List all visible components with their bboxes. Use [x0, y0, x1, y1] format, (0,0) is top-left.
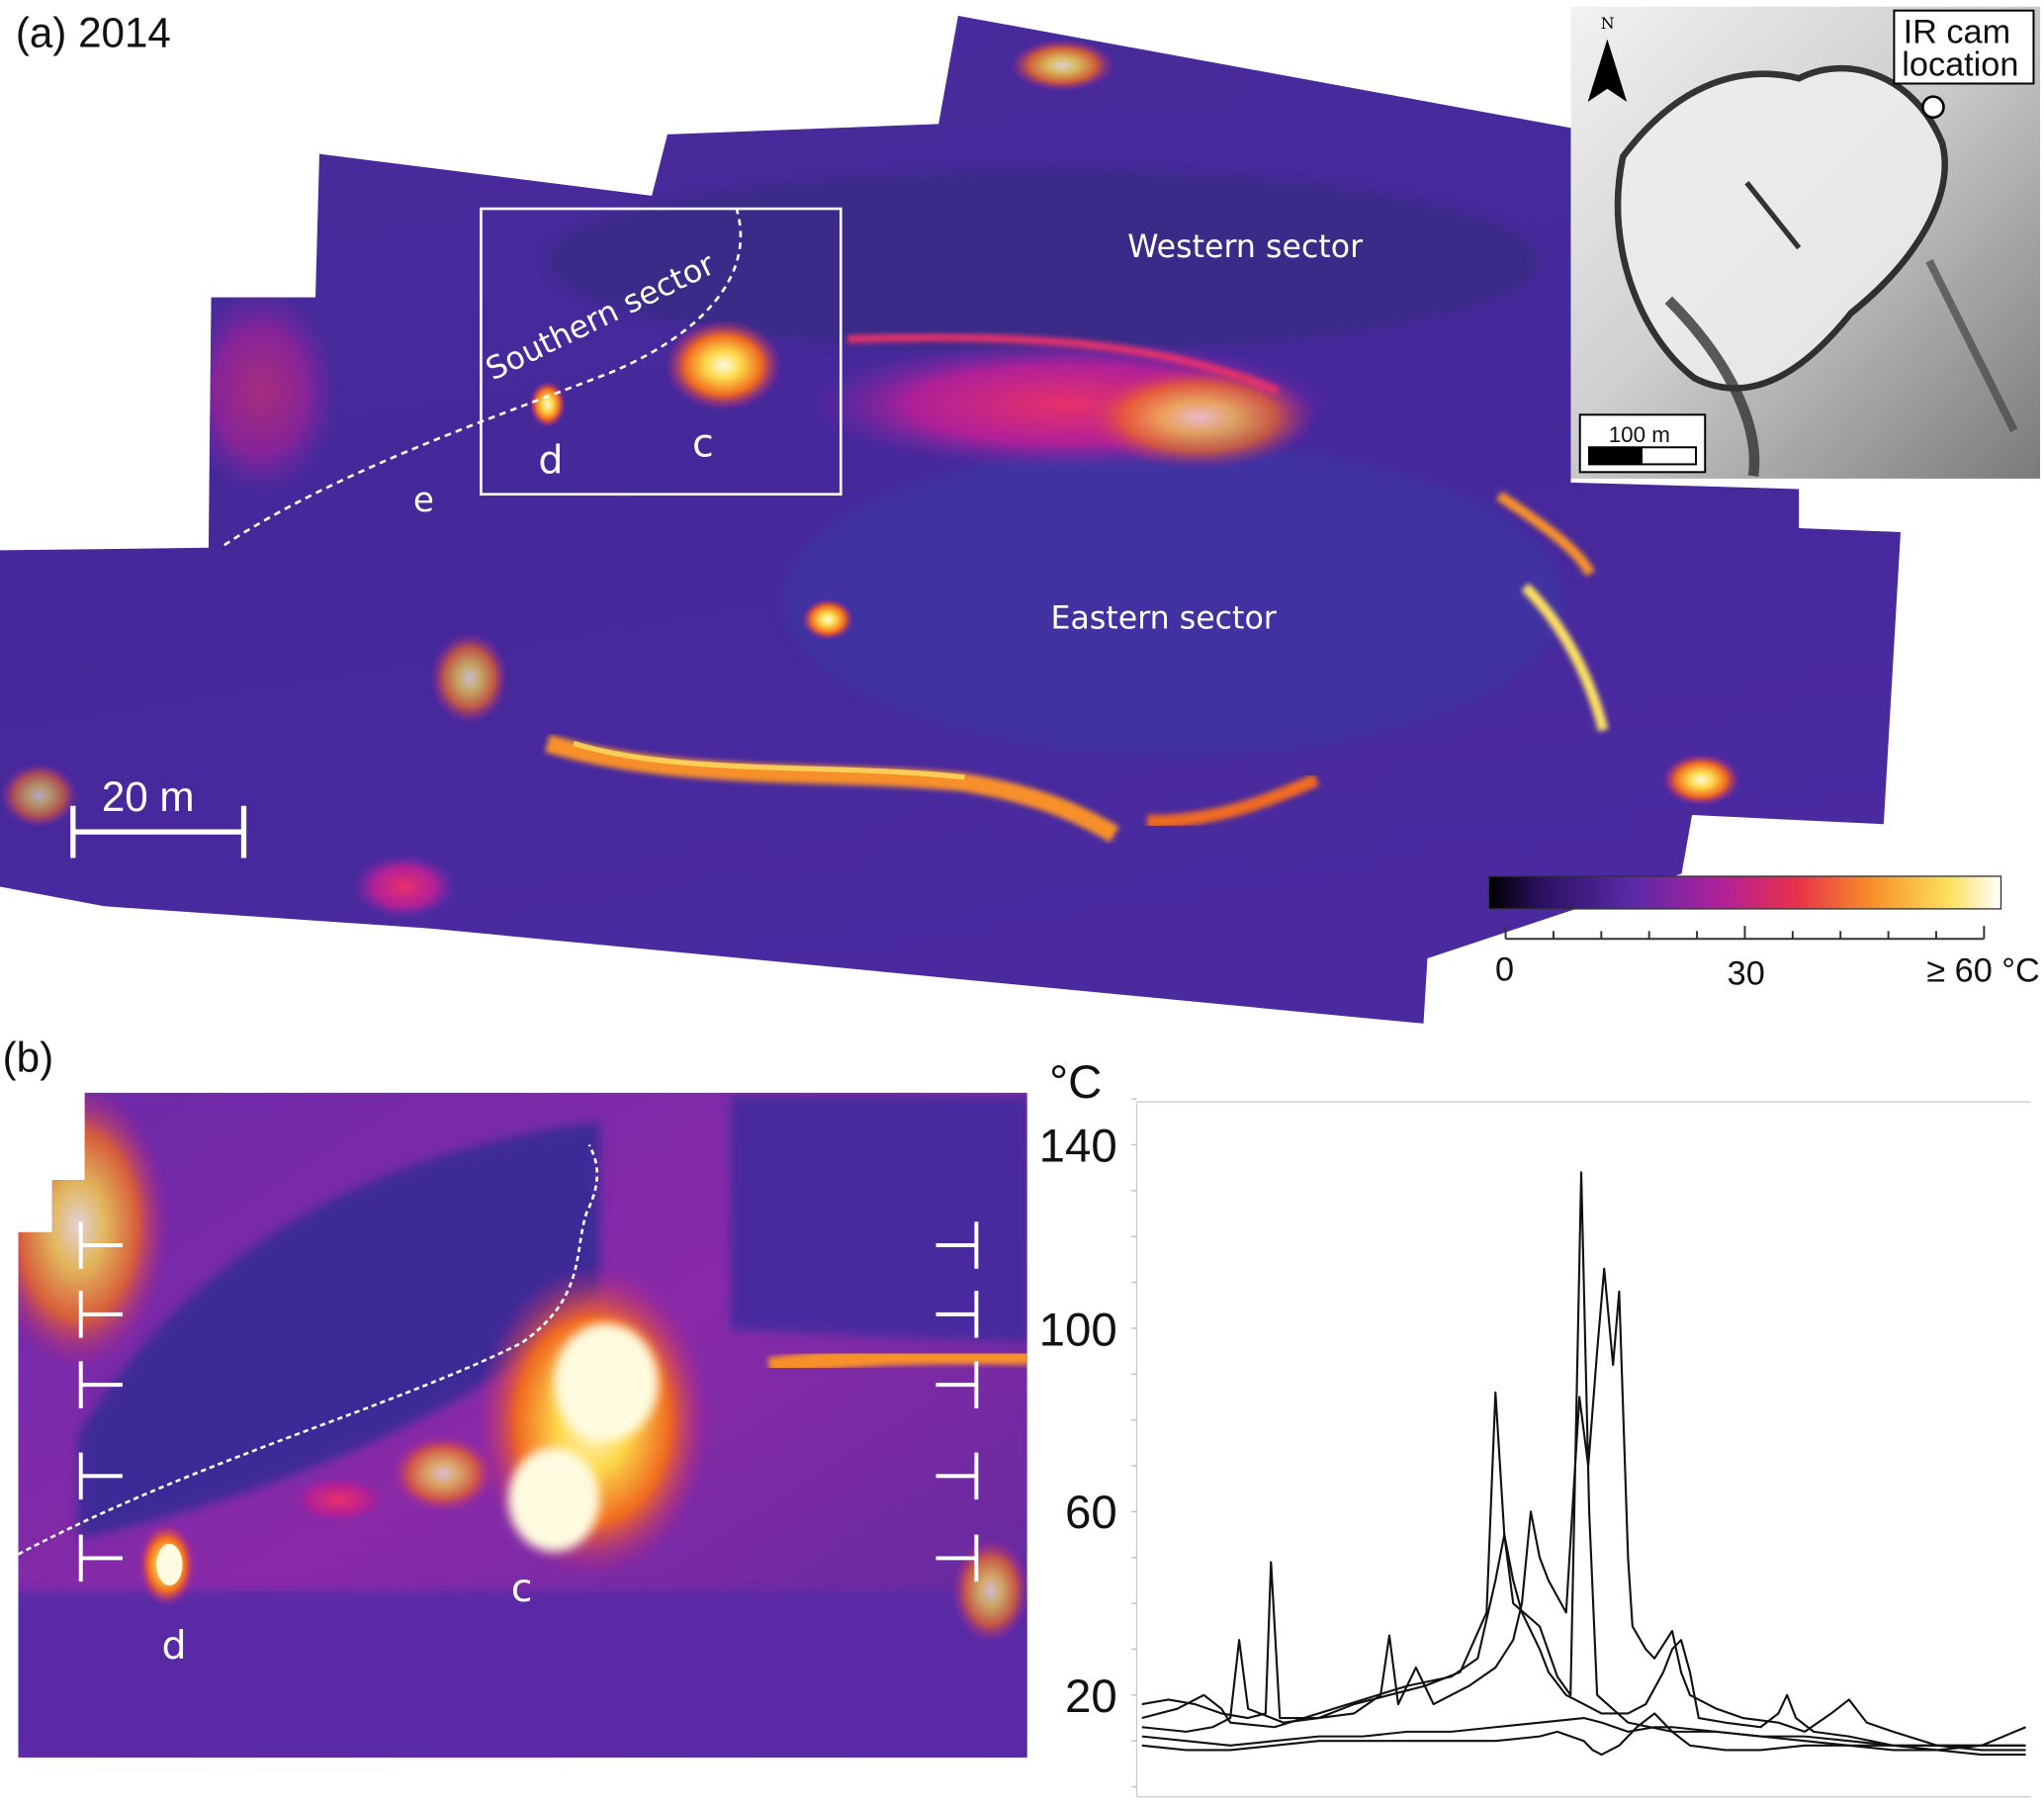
southern-sector-boundary — [223, 208, 743, 547]
panel-b-extent-box — [480, 207, 843, 497]
panel-a-label: (a) 2014 — [16, 10, 171, 56]
colorbar-max-label: ≥ 60 °C — [1926, 952, 2039, 990]
eastern-sector-label: Eastern sector — [1051, 601, 1277, 637]
marker-d: d — [538, 438, 563, 484]
thermal-detail-image — [18, 1092, 1027, 1759]
detail-marker-d: d — [161, 1623, 186, 1669]
y-tick-label: 100 — [1039, 1305, 1117, 1357]
y-tick-label: 60 — [1065, 1487, 1117, 1539]
scale-bar-label: 20 m — [102, 773, 195, 820]
profile-line-markers — [78, 1221, 979, 1582]
series-line-profile-3 — [1141, 1533, 2026, 1752]
series-line-profile-5 — [1141, 1712, 2026, 1757]
southern-sector-boundary-detail — [17, 1144, 599, 1556]
temperature-profile-chart: °C 140 100 60 20 — [1039, 1056, 2031, 1798]
north-label: N — [1601, 14, 1615, 33]
y-axis-minor-ticks — [1131, 1098, 1137, 1788]
series-line-profile-2 — [1141, 1267, 2026, 1747]
y-tick-label: 140 — [1039, 1121, 1117, 1173]
marker-c: c — [692, 421, 714, 467]
camera-label-box — [1893, 9, 2035, 85]
panel-b-label: (b) — [3, 1035, 54, 1081]
detail-marker-c: c — [511, 1566, 533, 1611]
colorbar-ticks — [1504, 926, 1986, 940]
marker-e: e — [413, 481, 434, 520]
temperature-colorbar: 0 30 ≥ 60 °C — [1487, 875, 2040, 992]
location-inset-map: N IR cam location 100 m — [1570, 6, 2041, 479]
y-tick-label: 20 — [1065, 1671, 1117, 1723]
camera-location-marker — [1921, 95, 1945, 120]
camera-label-line1: IR cam — [1904, 14, 2011, 51]
colorbar-mid-label: 30 — [1728, 954, 1765, 992]
series-line-profile-4 — [1141, 1716, 2026, 1747]
inset-scale-label: 100 m — [1609, 422, 1670, 447]
camera-label-line2: location — [1902, 46, 2018, 84]
profile-series — [1141, 1171, 2026, 1757]
y-axis-unit-label: °C — [1049, 1056, 1102, 1109]
north-arrow-icon — [1587, 39, 1628, 102]
series-line-profile-1 — [1141, 1171, 2026, 1752]
western-sector-label: Western sector — [1127, 229, 1363, 265]
scale-bar-20m: 20 m — [70, 773, 247, 858]
colorbar-min-label: 0 — [1495, 950, 1514, 988]
